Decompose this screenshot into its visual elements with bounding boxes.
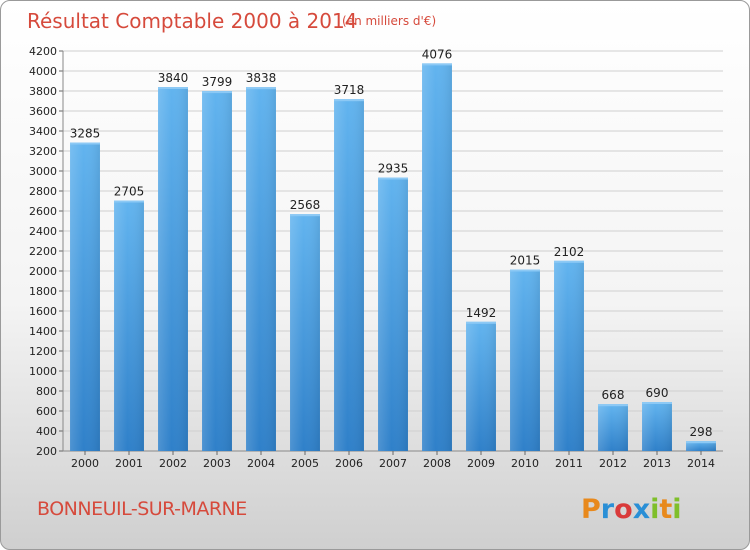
- y-tick-label: 1800: [29, 285, 57, 298]
- bar-top-highlight: [686, 441, 716, 444]
- bar-top-highlight: [334, 99, 364, 102]
- x-tick-label: 2007: [379, 457, 407, 470]
- logo-letter: i: [672, 494, 681, 525]
- x-axis-ticks: 2000 2001 2002 2003 2004 2005 2006 2007 2008 2009…: [71, 451, 715, 470]
- y-tick-label: 1000: [29, 365, 57, 378]
- bars: [70, 63, 716, 452]
- y-axis-ticks: 200 400 600 800 1000 1200 1400 1600 1800 2000 2200…: [29, 45, 723, 458]
- y-tick-label: 4200: [29, 45, 57, 58]
- data-label: 2015: [510, 254, 541, 268]
- data-label: 2935: [378, 162, 409, 176]
- logo-letter: o: [614, 494, 633, 525]
- bar-shading: [114, 200, 144, 451]
- y-tick-label: 200: [36, 445, 57, 458]
- x-tick-label: 2003: [203, 457, 231, 470]
- data-label: 2705: [114, 185, 145, 199]
- x-tick-label: 2001: [115, 457, 143, 470]
- bar-top-highlight: [158, 87, 188, 89]
- data-label: 2568: [290, 198, 321, 212]
- bar-shading: [290, 214, 320, 451]
- logo-letter: P: [581, 494, 601, 525]
- bar-top-highlight: [378, 177, 408, 180]
- data-label: 1492: [466, 306, 497, 320]
- y-tick-label: 3000: [29, 165, 57, 178]
- bar-shading: [598, 404, 628, 451]
- chart-subtitle: (en milliers d'€): [342, 14, 436, 28]
- y-tick-label: 3800: [29, 85, 57, 98]
- y-tick-label: 2000: [29, 265, 57, 278]
- y-tick-label: 2400: [29, 225, 57, 238]
- x-tick-label: 2010: [511, 457, 539, 470]
- y-tick-label: 800: [36, 385, 57, 398]
- bar-top-highlight: [246, 87, 276, 90]
- data-label: 2102: [554, 245, 585, 259]
- data-label: 3718: [334, 83, 365, 97]
- x-tick-label: 2012: [599, 457, 627, 470]
- x-tick-label: 2013: [643, 457, 671, 470]
- data-label: 298: [690, 425, 713, 439]
- x-tick-label: 2005: [291, 457, 319, 470]
- bar-top-highlight: [510, 269, 540, 272]
- bar-top-highlight: [554, 260, 584, 263]
- bar-shading: [510, 269, 540, 451]
- bar-top-highlight: [466, 321, 496, 324]
- bar-top-highlight: [598, 404, 628, 407]
- logo-letter: t: [659, 494, 672, 525]
- proxiti-logo: Proxiti: [581, 494, 682, 525]
- logo-letter: x: [633, 494, 650, 525]
- bar-shading: [158, 87, 188, 451]
- y-tick-label: 2200: [29, 245, 57, 258]
- bar-shading: [422, 63, 452, 452]
- x-tick-label: 2009: [467, 457, 495, 470]
- bar-shading: [466, 321, 496, 451]
- data-label: 690: [646, 386, 669, 400]
- bar-top-highlight: [642, 402, 672, 404]
- bar-top-highlight: [114, 200, 144, 203]
- bar-shading: [70, 142, 100, 451]
- x-tick-label: 2006: [335, 457, 363, 470]
- x-tick-label: 2000: [71, 457, 99, 470]
- bar-shading: [202, 91, 232, 451]
- data-labels: 3285 2705 3840 3799 3838 2568 3718 2935 4076 1492…: [70, 47, 713, 439]
- y-tick-label: 1200: [29, 345, 57, 358]
- bar-top-highlight: [422, 63, 452, 66]
- y-tick-label: 600: [36, 405, 57, 418]
- bar-top-highlight: [70, 142, 100, 145]
- data-label: 3799: [202, 75, 233, 89]
- y-tick-label: 4000: [29, 65, 57, 78]
- x-tick-label: 2004: [247, 457, 275, 470]
- y-tick-label: 3200: [29, 145, 57, 158]
- bar-top-highlight: [290, 214, 320, 217]
- commune-name: BONNEUIL-SUR-MARNE: [37, 498, 247, 520]
- bar-shading: [334, 99, 364, 451]
- y-tick-label: 3600: [29, 105, 57, 118]
- bar-shading: [378, 177, 408, 451]
- logo-letter: r: [601, 494, 615, 525]
- bar-top-highlight: [202, 91, 232, 94]
- y-tick-label: 400: [36, 425, 57, 438]
- y-tick-label: 1600: [29, 305, 57, 318]
- y-tick-label: 3400: [29, 125, 57, 138]
- x-tick-label: 2011: [555, 457, 583, 470]
- data-label: 3840: [158, 71, 189, 85]
- data-label: 3285: [70, 127, 101, 141]
- chart-title: Résultat Comptable 2000 à 2014: [27, 9, 357, 33]
- bar-shading: [642, 402, 672, 451]
- y-tick-label: 1400: [29, 325, 57, 338]
- bar-shading: [554, 260, 584, 451]
- y-tick-label: 2600: [29, 205, 57, 218]
- x-tick-label: 2008: [423, 457, 451, 470]
- bar-shading: [246, 87, 276, 451]
- data-label: 668: [602, 388, 625, 402]
- data-label: 4076: [422, 47, 453, 61]
- y-tick-label: 2800: [29, 185, 57, 198]
- bar-shading: [686, 441, 716, 451]
- x-tick-label: 2002: [159, 457, 187, 470]
- logo-letter: i: [650, 494, 659, 525]
- data-label: 3838: [246, 71, 277, 85]
- x-tick-label: 2014: [687, 457, 715, 470]
